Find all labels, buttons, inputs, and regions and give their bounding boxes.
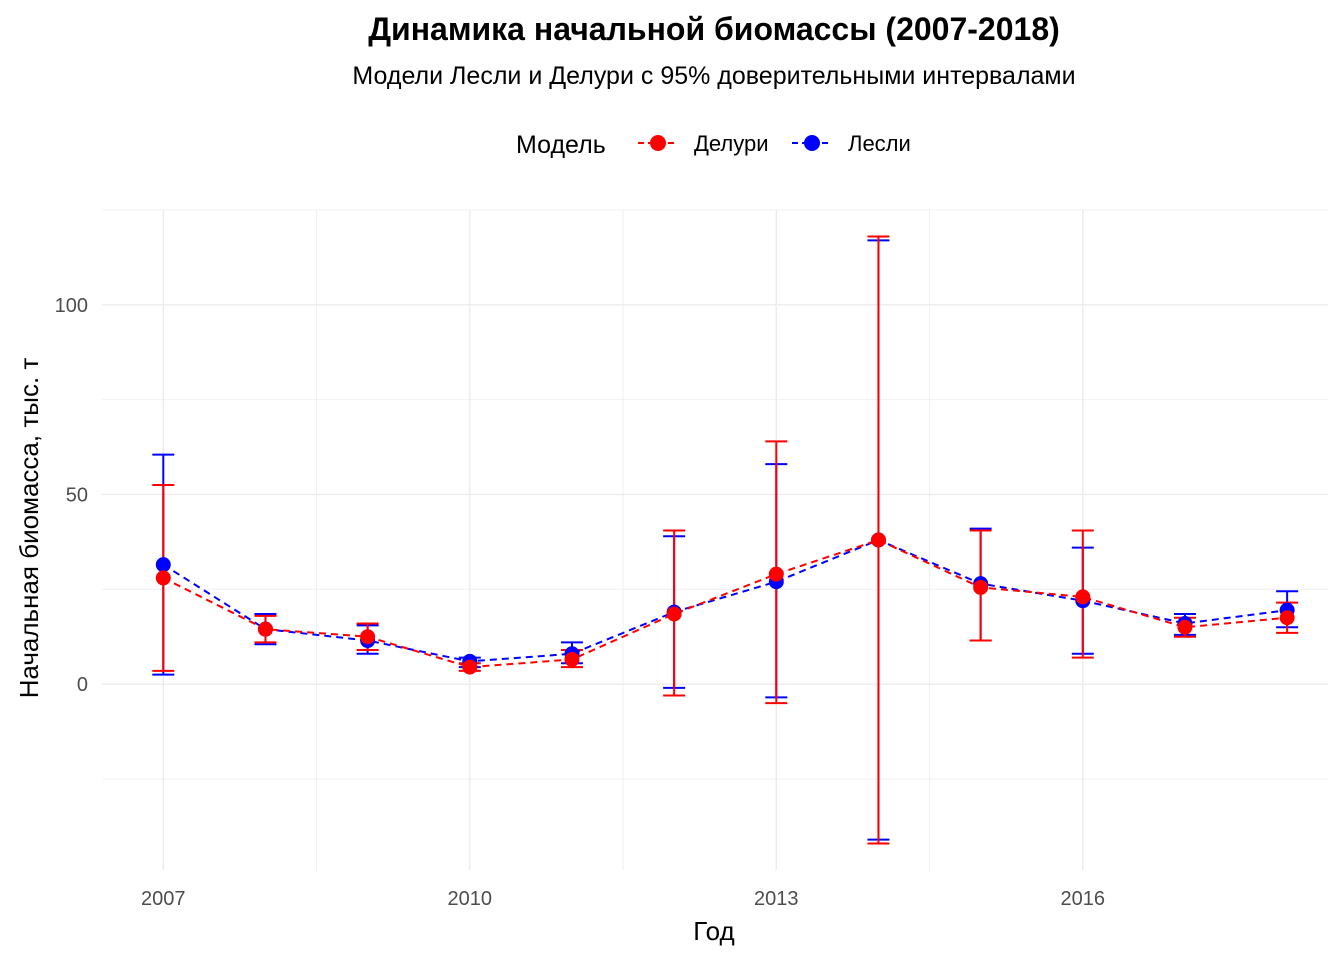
- error-bars-lesli: [152, 239, 1299, 841]
- point-deluri: [155, 570, 171, 586]
- legend-item-lesli: Лесли: [792, 131, 911, 156]
- x-tick-label: 2013: [754, 888, 799, 910]
- series-line-deluri: [162, 538, 1288, 669]
- point-deluri: [1177, 619, 1193, 635]
- legend-label-lesli: Лесли: [848, 131, 911, 156]
- legend-label-deluri: Делури: [694, 131, 769, 156]
- y-axis-ticks: 0 50 100: [55, 295, 88, 696]
- x-tick-label: 2016: [1061, 888, 1106, 910]
- x-axis-title: Год: [693, 916, 734, 946]
- x-axis-ticks: 2007 2010 2013 2016: [141, 888, 1105, 910]
- y-tick-label: 100: [55, 295, 88, 317]
- x-tick-label: 2010: [448, 888, 493, 910]
- point-deluri: [1075, 589, 1091, 605]
- chart-title: Динамика начальной биомассы (2007-2018): [368, 11, 1060, 47]
- point-deluri: [768, 566, 784, 582]
- y-tick-label: 50: [66, 484, 88, 506]
- point-deluri: [870, 532, 886, 548]
- y-tick-label: 0: [77, 674, 88, 696]
- x-tick-label: 2007: [141, 888, 186, 910]
- grid: [102, 209, 1328, 870]
- y-axis-title: Начальная биомасса, тыс. т: [14, 358, 44, 699]
- point-deluri: [564, 651, 580, 667]
- point-deluri: [666, 606, 682, 622]
- legend-title: Модель: [516, 131, 606, 159]
- point-deluri: [462, 659, 478, 675]
- error-bars-deluri: [152, 235, 1299, 845]
- point-deluri: [257, 621, 273, 637]
- legend-marker-lesli: [804, 135, 820, 151]
- point-lesli: [155, 557, 171, 573]
- legend: Модель Делури Лесли: [516, 131, 911, 159]
- point-deluri: [1279, 610, 1295, 626]
- chart-subtitle: Модели Лесли и Делури с 95% доверительны…: [352, 62, 1075, 90]
- legend-item-deluri: Делури: [638, 131, 769, 156]
- legend-marker-deluri: [650, 135, 666, 151]
- point-deluri: [360, 629, 376, 645]
- plot-area: [152, 235, 1299, 845]
- series-line-lesli: [162, 538, 1288, 663]
- point-deluri: [973, 579, 989, 595]
